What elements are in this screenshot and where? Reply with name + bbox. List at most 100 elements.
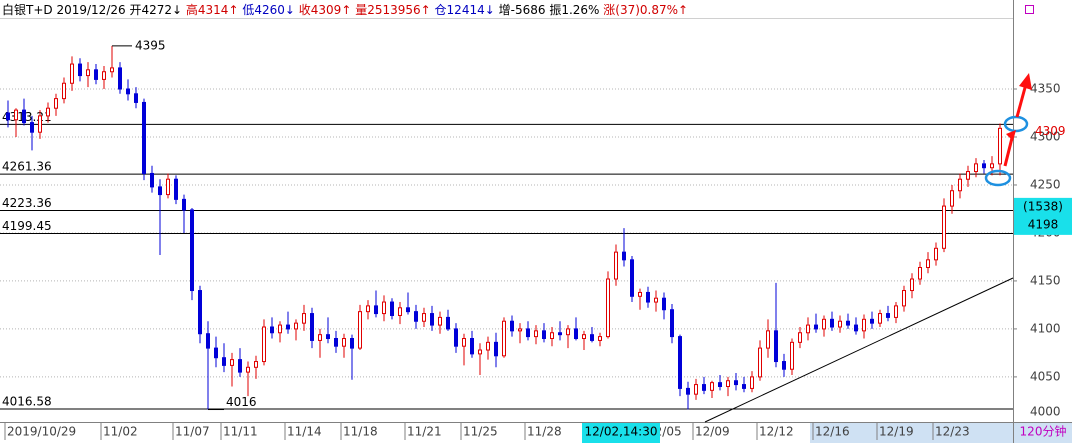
candle-body bbox=[286, 324, 290, 330]
cursor-value-box bbox=[1014, 197, 1072, 235]
candle-body bbox=[630, 259, 634, 297]
candle-body bbox=[934, 247, 938, 261]
candle-body bbox=[766, 330, 770, 349]
low-annotation: 4016 bbox=[226, 395, 257, 409]
candle-body bbox=[70, 63, 74, 84]
candle-body bbox=[814, 324, 818, 330]
candle-body bbox=[750, 376, 754, 389]
candle-body bbox=[318, 334, 322, 341]
candle-body bbox=[822, 318, 826, 330]
candle-body bbox=[710, 382, 714, 391]
highlight-ellipse bbox=[1003, 115, 1029, 133]
candle-body bbox=[22, 109, 26, 124]
header-item: 涨(37)0.87%↑ bbox=[603, 2, 688, 17]
candle-body bbox=[190, 209, 194, 292]
candle-body bbox=[510, 320, 514, 332]
candle-body bbox=[702, 384, 706, 391]
candle-body bbox=[846, 320, 850, 326]
candle-body bbox=[542, 330, 546, 340]
candle-body bbox=[798, 332, 802, 343]
period-label: 120分钟 bbox=[1020, 424, 1067, 439]
level-label: 4016.58 bbox=[2, 394, 52, 408]
candle-body bbox=[686, 387, 690, 395]
candle-body bbox=[718, 382, 722, 387]
candle-body bbox=[678, 336, 682, 389]
y-tick-label: 4350 bbox=[1030, 82, 1061, 96]
header-item: 振1.26% bbox=[549, 3, 599, 17]
candle-body bbox=[238, 359, 242, 373]
x-tick-label: 11/02 bbox=[103, 425, 138, 439]
candle-body bbox=[278, 324, 282, 334]
candle-body bbox=[366, 305, 370, 313]
cursor-volume: (1538) bbox=[1023, 199, 1063, 213]
candle-body bbox=[886, 313, 890, 318]
candle-body bbox=[134, 93, 138, 103]
candle-body bbox=[174, 178, 178, 200]
candle-body bbox=[830, 318, 834, 328]
candle-body bbox=[614, 251, 618, 280]
candle-body bbox=[734, 380, 738, 386]
candle-body bbox=[966, 171, 970, 180]
candle-body bbox=[790, 341, 794, 370]
candle-body bbox=[782, 361, 786, 370]
candle-body bbox=[534, 330, 538, 338]
y-tick-label: 4150 bbox=[1030, 273, 1061, 287]
plot-area: 400040504100415042004250430043504313.214… bbox=[0, 45, 1061, 440]
candle-body bbox=[558, 332, 562, 336]
candle-body bbox=[870, 318, 874, 324]
candle-body bbox=[254, 361, 258, 368]
candle-body bbox=[526, 328, 530, 338]
candle-body bbox=[262, 326, 266, 363]
trend-line bbox=[704, 277, 1014, 423]
level-label: 4223.36 bbox=[2, 196, 52, 210]
highlight-ellipse bbox=[984, 169, 1012, 187]
candle-body bbox=[838, 320, 842, 328]
candle-body bbox=[878, 313, 882, 324]
candle-body bbox=[974, 163, 978, 173]
cursor-value: 4198 bbox=[1028, 217, 1059, 231]
x-tick-label: 11/14 bbox=[287, 425, 322, 439]
candle-body bbox=[662, 297, 666, 311]
arrow-head bbox=[1019, 73, 1032, 90]
header-item: 仓12414↓ bbox=[435, 3, 495, 17]
header-item: 2019/12/26 bbox=[56, 3, 125, 17]
candle-body bbox=[350, 338, 354, 349]
candle-body bbox=[326, 334, 330, 340]
candle-body bbox=[982, 163, 986, 169]
last-price-label: 4309 bbox=[1035, 124, 1066, 138]
y-tick-label: 4300 bbox=[1030, 129, 1061, 143]
candle-body bbox=[6, 112, 10, 121]
window-icon[interactable] bbox=[1025, 5, 1034, 14]
candle-body bbox=[94, 69, 98, 80]
candle-body bbox=[502, 320, 506, 357]
x-tick-label: 11/18 bbox=[343, 425, 378, 439]
candle-body bbox=[230, 359, 234, 366]
candle-body bbox=[422, 313, 426, 322]
candle-body bbox=[406, 307, 410, 313]
candle-body bbox=[910, 278, 914, 292]
candle-body bbox=[206, 333, 210, 349]
candle-body bbox=[902, 290, 906, 307]
candle-body bbox=[606, 278, 610, 338]
candle-body bbox=[670, 309, 674, 338]
candle-body bbox=[214, 347, 218, 359]
x-tick-label: 11/21 bbox=[407, 425, 442, 439]
level-label: 4199.45 bbox=[2, 219, 52, 233]
candle-body bbox=[694, 384, 698, 395]
candle-body bbox=[470, 338, 474, 355]
candle-body bbox=[46, 107, 50, 117]
candle-body bbox=[646, 291, 650, 303]
x-tick-label: 11/11 bbox=[223, 425, 258, 439]
candle-body bbox=[86, 69, 90, 77]
cursor-time-box bbox=[582, 423, 660, 443]
candle-body bbox=[382, 301, 386, 315]
candle-body bbox=[726, 380, 730, 387]
candle-body bbox=[126, 88, 130, 95]
y-tick-label: 4100 bbox=[1030, 321, 1061, 335]
header-item: 开4272↓ bbox=[129, 3, 182, 17]
candle-body bbox=[342, 338, 346, 347]
candle-body bbox=[446, 316, 450, 330]
candle-body bbox=[958, 178, 962, 192]
y-tick-label: 4050 bbox=[1030, 369, 1061, 383]
